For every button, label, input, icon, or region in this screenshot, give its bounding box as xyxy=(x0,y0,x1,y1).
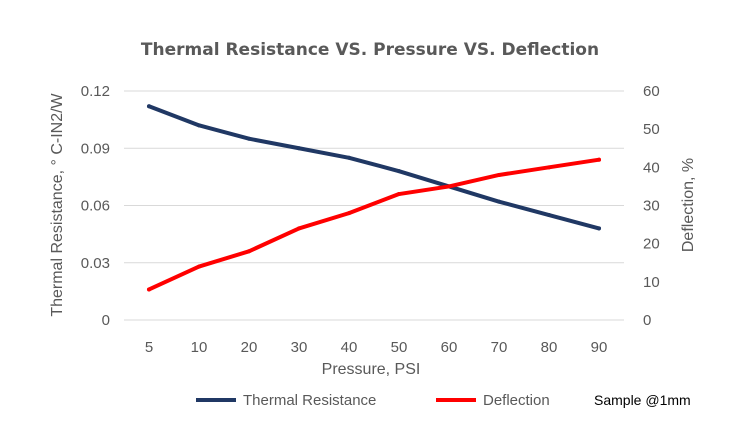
series-line-deflection xyxy=(147,157,601,292)
x-tick-label: 90 xyxy=(591,339,608,356)
y2-tick-label: 30 xyxy=(643,198,660,215)
x-tick-label: 20 xyxy=(241,339,258,356)
data-point xyxy=(597,157,601,162)
x-tick-label: 50 xyxy=(391,339,408,356)
data-point xyxy=(547,213,551,218)
data-point xyxy=(347,211,351,216)
data-point xyxy=(597,226,601,231)
x-tick-label: 40 xyxy=(341,339,358,356)
data-point xyxy=(397,192,401,197)
y2-tick-label: 40 xyxy=(643,159,660,176)
data-point xyxy=(547,165,551,170)
sample-annotation: Sample @1mm xyxy=(594,392,691,408)
data-point xyxy=(297,226,301,231)
y-axis-left: 0 0.03 0.06 0.09 0.12 xyxy=(81,83,110,329)
y-tick-label: 0.06 xyxy=(81,198,110,215)
data-point xyxy=(247,249,251,254)
y2-tick-label: 60 xyxy=(643,83,660,100)
x-tick-label: 30 xyxy=(291,339,308,356)
x-axis: 5 10 20 30 40 50 60 70 80 90 xyxy=(145,339,608,356)
data-point xyxy=(297,146,301,151)
data-point xyxy=(497,172,501,177)
data-point xyxy=(497,199,501,204)
x-tick-label: 70 xyxy=(491,339,508,356)
y2-tick-label: 50 xyxy=(643,121,660,138)
y-tick-label: 0 xyxy=(102,312,110,329)
data-point xyxy=(147,104,151,109)
y-tick-label: 0.12 xyxy=(81,83,110,100)
data-point xyxy=(147,287,151,292)
y-tick-label: 0.09 xyxy=(81,140,110,157)
y2-tick-label: 10 xyxy=(643,274,660,291)
y2-axis-label: Deflection, % xyxy=(680,158,697,252)
data-point xyxy=(247,136,251,141)
chart-title: Thermal Resistance VS. Pressure VS. Defl… xyxy=(141,40,599,60)
x-tick-label: 10 xyxy=(191,339,208,356)
y2-tick-label: 20 xyxy=(643,236,660,253)
y-axis-label: Thermal Resistance, ° C-IN2/W xyxy=(49,92,66,316)
x-axis-label: Pressure, PSI xyxy=(322,361,421,378)
x-tick-label: 80 xyxy=(541,339,558,356)
data-point xyxy=(447,184,451,189)
series-lines xyxy=(147,104,601,292)
x-tick-label: 60 xyxy=(441,339,458,356)
data-point xyxy=(197,264,201,269)
y2-tick-label: 0 xyxy=(643,312,651,329)
x-tick-label: 5 xyxy=(145,339,153,356)
legend: Thermal Resistance Deflection xyxy=(196,392,550,409)
data-point xyxy=(397,169,401,174)
series-line-thermal-resistance xyxy=(147,104,601,231)
data-point xyxy=(197,123,201,128)
y-tick-label: 0.03 xyxy=(81,255,110,272)
legend-label-deflection: Deflection xyxy=(483,392,550,409)
legend-label-thermal-resistance: Thermal Resistance xyxy=(243,392,376,409)
y-axis-right: 0 10 20 30 40 50 60 xyxy=(643,83,660,329)
data-point xyxy=(347,155,351,160)
